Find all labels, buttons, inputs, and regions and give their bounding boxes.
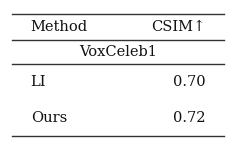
Text: Ours: Ours xyxy=(31,111,67,125)
Text: 0.72: 0.72 xyxy=(173,111,205,125)
Text: 0.70: 0.70 xyxy=(173,75,205,89)
Text: Method: Method xyxy=(31,20,88,34)
Text: VoxCeleb1: VoxCeleb1 xyxy=(79,45,157,59)
Text: CSIM↑: CSIM↑ xyxy=(151,20,205,34)
Text: LI: LI xyxy=(31,75,46,89)
